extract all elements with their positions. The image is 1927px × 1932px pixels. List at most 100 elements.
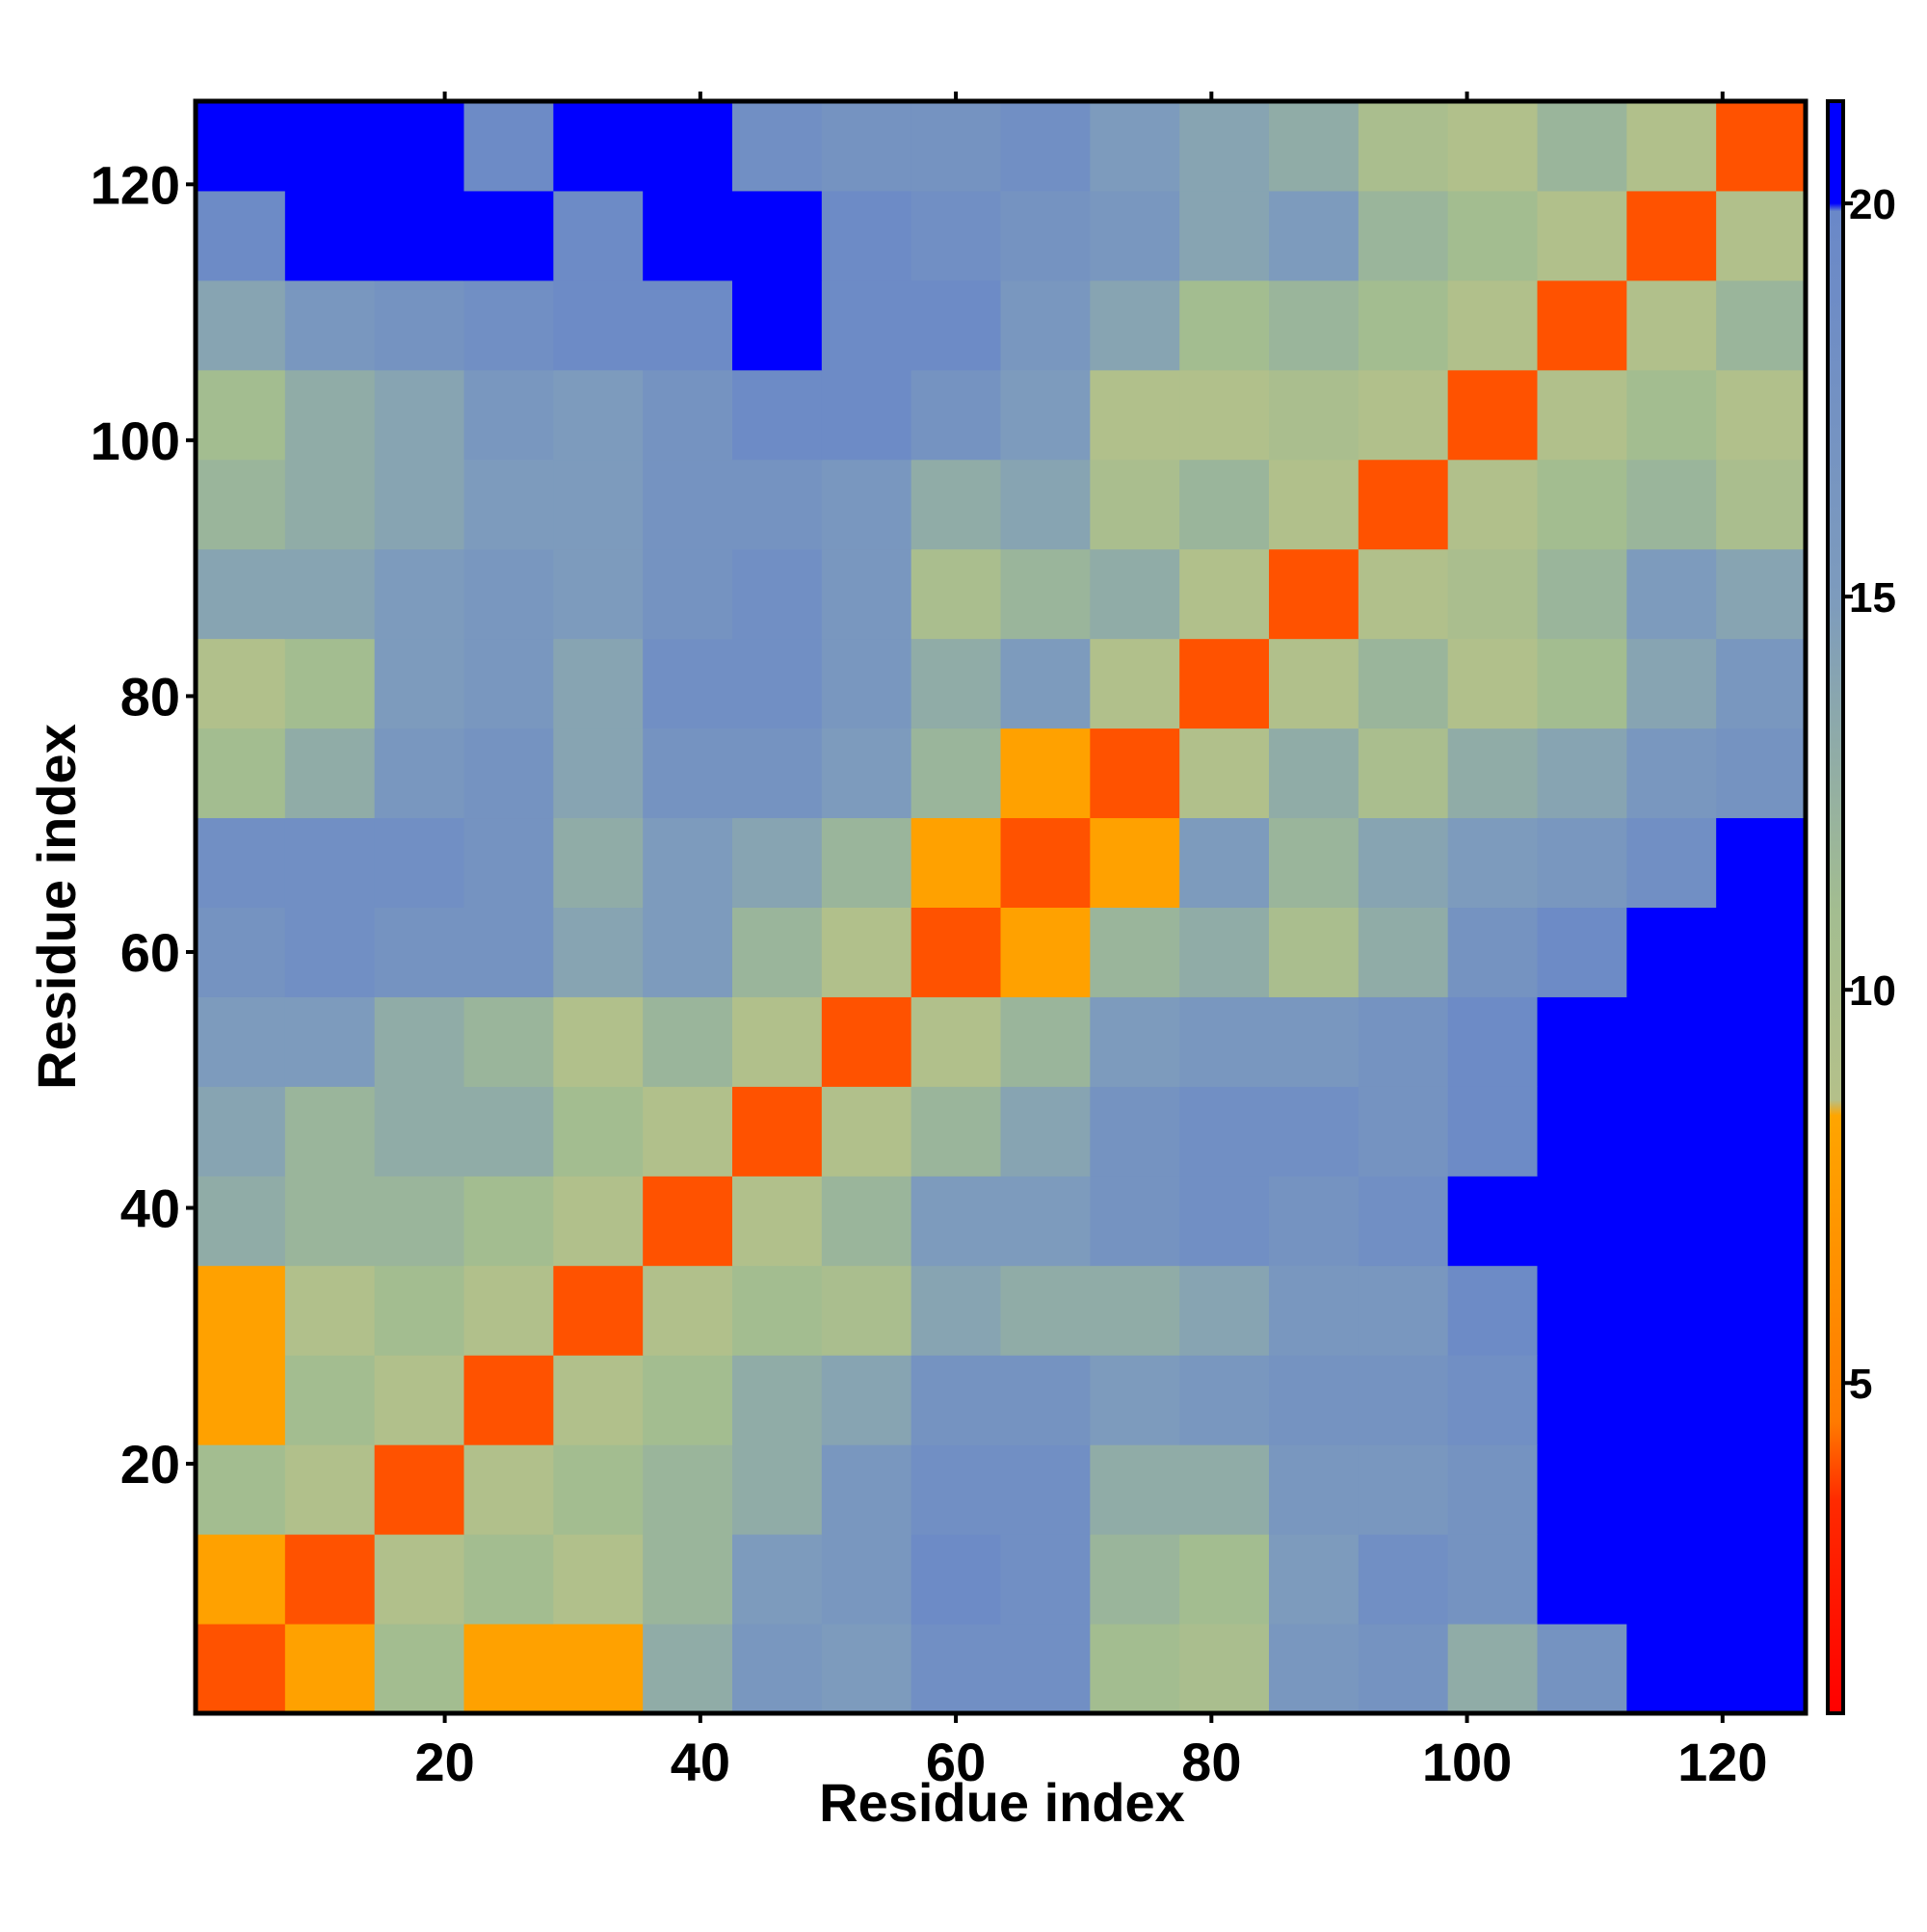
heatmap-cell bbox=[1000, 459, 1091, 550]
heatmap-cell bbox=[1537, 279, 1627, 371]
heatmap-cell bbox=[1537, 1265, 1627, 1356]
heatmap-cell bbox=[821, 638, 912, 729]
heatmap-cell bbox=[1179, 996, 1270, 1087]
x-tick-label: 120 bbox=[1677, 1732, 1767, 1792]
heatmap-cell bbox=[1358, 638, 1449, 729]
heatmap-cell bbox=[1626, 459, 1717, 550]
heatmap-cell bbox=[911, 1534, 1001, 1625]
heatmap-cell bbox=[1358, 1444, 1449, 1535]
heatmap-cell bbox=[1447, 548, 1538, 640]
heatmap-cell bbox=[1179, 459, 1270, 550]
heatmap-cell bbox=[374, 190, 464, 281]
heatmap-cell bbox=[1447, 190, 1538, 281]
heatmap-cell bbox=[463, 459, 554, 550]
heatmap-cell bbox=[1358, 817, 1449, 908]
heatmap-cell bbox=[1269, 1355, 1359, 1445]
heatmap-cell bbox=[1090, 190, 1180, 281]
heatmap-cell bbox=[1269, 548, 1359, 640]
heatmap-cell bbox=[911, 548, 1001, 640]
heatmap-cell bbox=[821, 1534, 912, 1625]
heatmap-cell bbox=[553, 1086, 644, 1177]
heatmap-cell bbox=[196, 638, 286, 729]
heatmap-cell bbox=[821, 101, 912, 192]
heatmap-cell bbox=[374, 1355, 464, 1445]
heatmap-cell bbox=[821, 190, 912, 281]
heatmap-cell bbox=[911, 1624, 1001, 1714]
heatmap-cell bbox=[1626, 907, 1717, 997]
heatmap-cell bbox=[1269, 459, 1359, 550]
heatmap-cell bbox=[1358, 1624, 1449, 1714]
heatmap-cell bbox=[821, 1265, 912, 1356]
heatmap-cell bbox=[1537, 1624, 1627, 1714]
heatmap-cell bbox=[374, 996, 464, 1087]
heatmap-cell bbox=[196, 1534, 286, 1625]
heatmap-cell bbox=[911, 190, 1001, 281]
heatmap-cell bbox=[1626, 279, 1717, 371]
heatmap-cell bbox=[643, 907, 733, 997]
heatmap-cell bbox=[1716, 459, 1807, 550]
y-tick-label: 60 bbox=[120, 922, 180, 983]
y-tick-label: 100 bbox=[91, 410, 180, 471]
heatmap-cell bbox=[1358, 369, 1449, 461]
heatmap-cell bbox=[1179, 190, 1270, 281]
heatmap-cell bbox=[1537, 1355, 1627, 1445]
heatmap-cell bbox=[732, 1444, 823, 1535]
heatmap-cell bbox=[463, 369, 554, 461]
heatmap-cell bbox=[1716, 1176, 1807, 1266]
heatmap-cell bbox=[553, 279, 644, 371]
heatmap-cell bbox=[196, 1444, 286, 1535]
heatmap-cell bbox=[1537, 1086, 1627, 1177]
heatmap-cell bbox=[1000, 279, 1091, 371]
heatmap-cell bbox=[1537, 190, 1627, 281]
heatmap-cell bbox=[1626, 996, 1717, 1087]
heatmap-cell bbox=[1716, 1355, 1807, 1445]
heatmap-cell bbox=[1090, 907, 1180, 997]
heatmap-cell bbox=[1626, 1086, 1717, 1177]
heatmap-cell bbox=[1447, 1265, 1538, 1356]
heatmap-cell bbox=[1179, 1624, 1270, 1714]
heatmap-cell bbox=[1269, 1265, 1359, 1356]
heatmap-cell bbox=[284, 907, 376, 997]
heatmap-cell bbox=[463, 1624, 554, 1714]
heatmap-cell bbox=[732, 279, 823, 371]
heatmap-cell bbox=[1090, 996, 1180, 1087]
heatmap-cell bbox=[463, 190, 554, 281]
heatmap-cell bbox=[1000, 996, 1091, 1087]
heatmap-cell bbox=[1269, 907, 1359, 997]
heatmap-cell bbox=[732, 996, 823, 1087]
heatmap-cell bbox=[732, 1086, 823, 1177]
heatmap-cell bbox=[1626, 1355, 1717, 1445]
heatmap-cell bbox=[911, 369, 1001, 461]
heatmap-cell bbox=[1626, 369, 1717, 461]
heatmap-cell bbox=[1626, 548, 1717, 640]
heatmap-cell bbox=[1090, 1534, 1180, 1625]
heatmap-cell bbox=[196, 548, 286, 640]
heatmap-cell bbox=[553, 1624, 644, 1714]
heatmap-cell bbox=[463, 1534, 554, 1625]
heatmap-cell bbox=[911, 996, 1001, 1087]
heatmap-cell bbox=[1000, 1534, 1091, 1625]
heatmap-cell bbox=[1090, 1265, 1180, 1356]
heatmap-cell bbox=[1090, 1355, 1180, 1445]
heatmap-cell bbox=[821, 728, 912, 819]
heatmap-cell bbox=[643, 1086, 733, 1177]
heatmap-cell bbox=[1537, 996, 1627, 1087]
x-axis-label: Residue index bbox=[819, 1772, 1185, 1833]
heatmap-cell bbox=[821, 1086, 912, 1177]
heatmap-cell bbox=[1716, 1444, 1807, 1535]
heatmap-cell bbox=[284, 101, 376, 192]
heatmap-cell bbox=[732, 728, 823, 819]
heatmap-cell bbox=[1000, 1444, 1091, 1535]
heatmap-cell bbox=[1179, 728, 1270, 819]
heatmap-cell bbox=[1269, 1176, 1359, 1266]
heatmap-cell bbox=[284, 1355, 376, 1445]
heatmap-cell bbox=[374, 728, 464, 819]
heatmap-cell bbox=[1358, 1265, 1449, 1356]
heatmap-cell bbox=[374, 1265, 464, 1356]
heatmap-cell bbox=[643, 817, 733, 908]
plot-frame bbox=[193, 98, 1808, 1716]
heatmap-cell bbox=[821, 369, 912, 461]
heatmap-cell bbox=[911, 1444, 1001, 1535]
heatmap-cell bbox=[732, 638, 823, 729]
heatmap-cell bbox=[553, 459, 644, 550]
